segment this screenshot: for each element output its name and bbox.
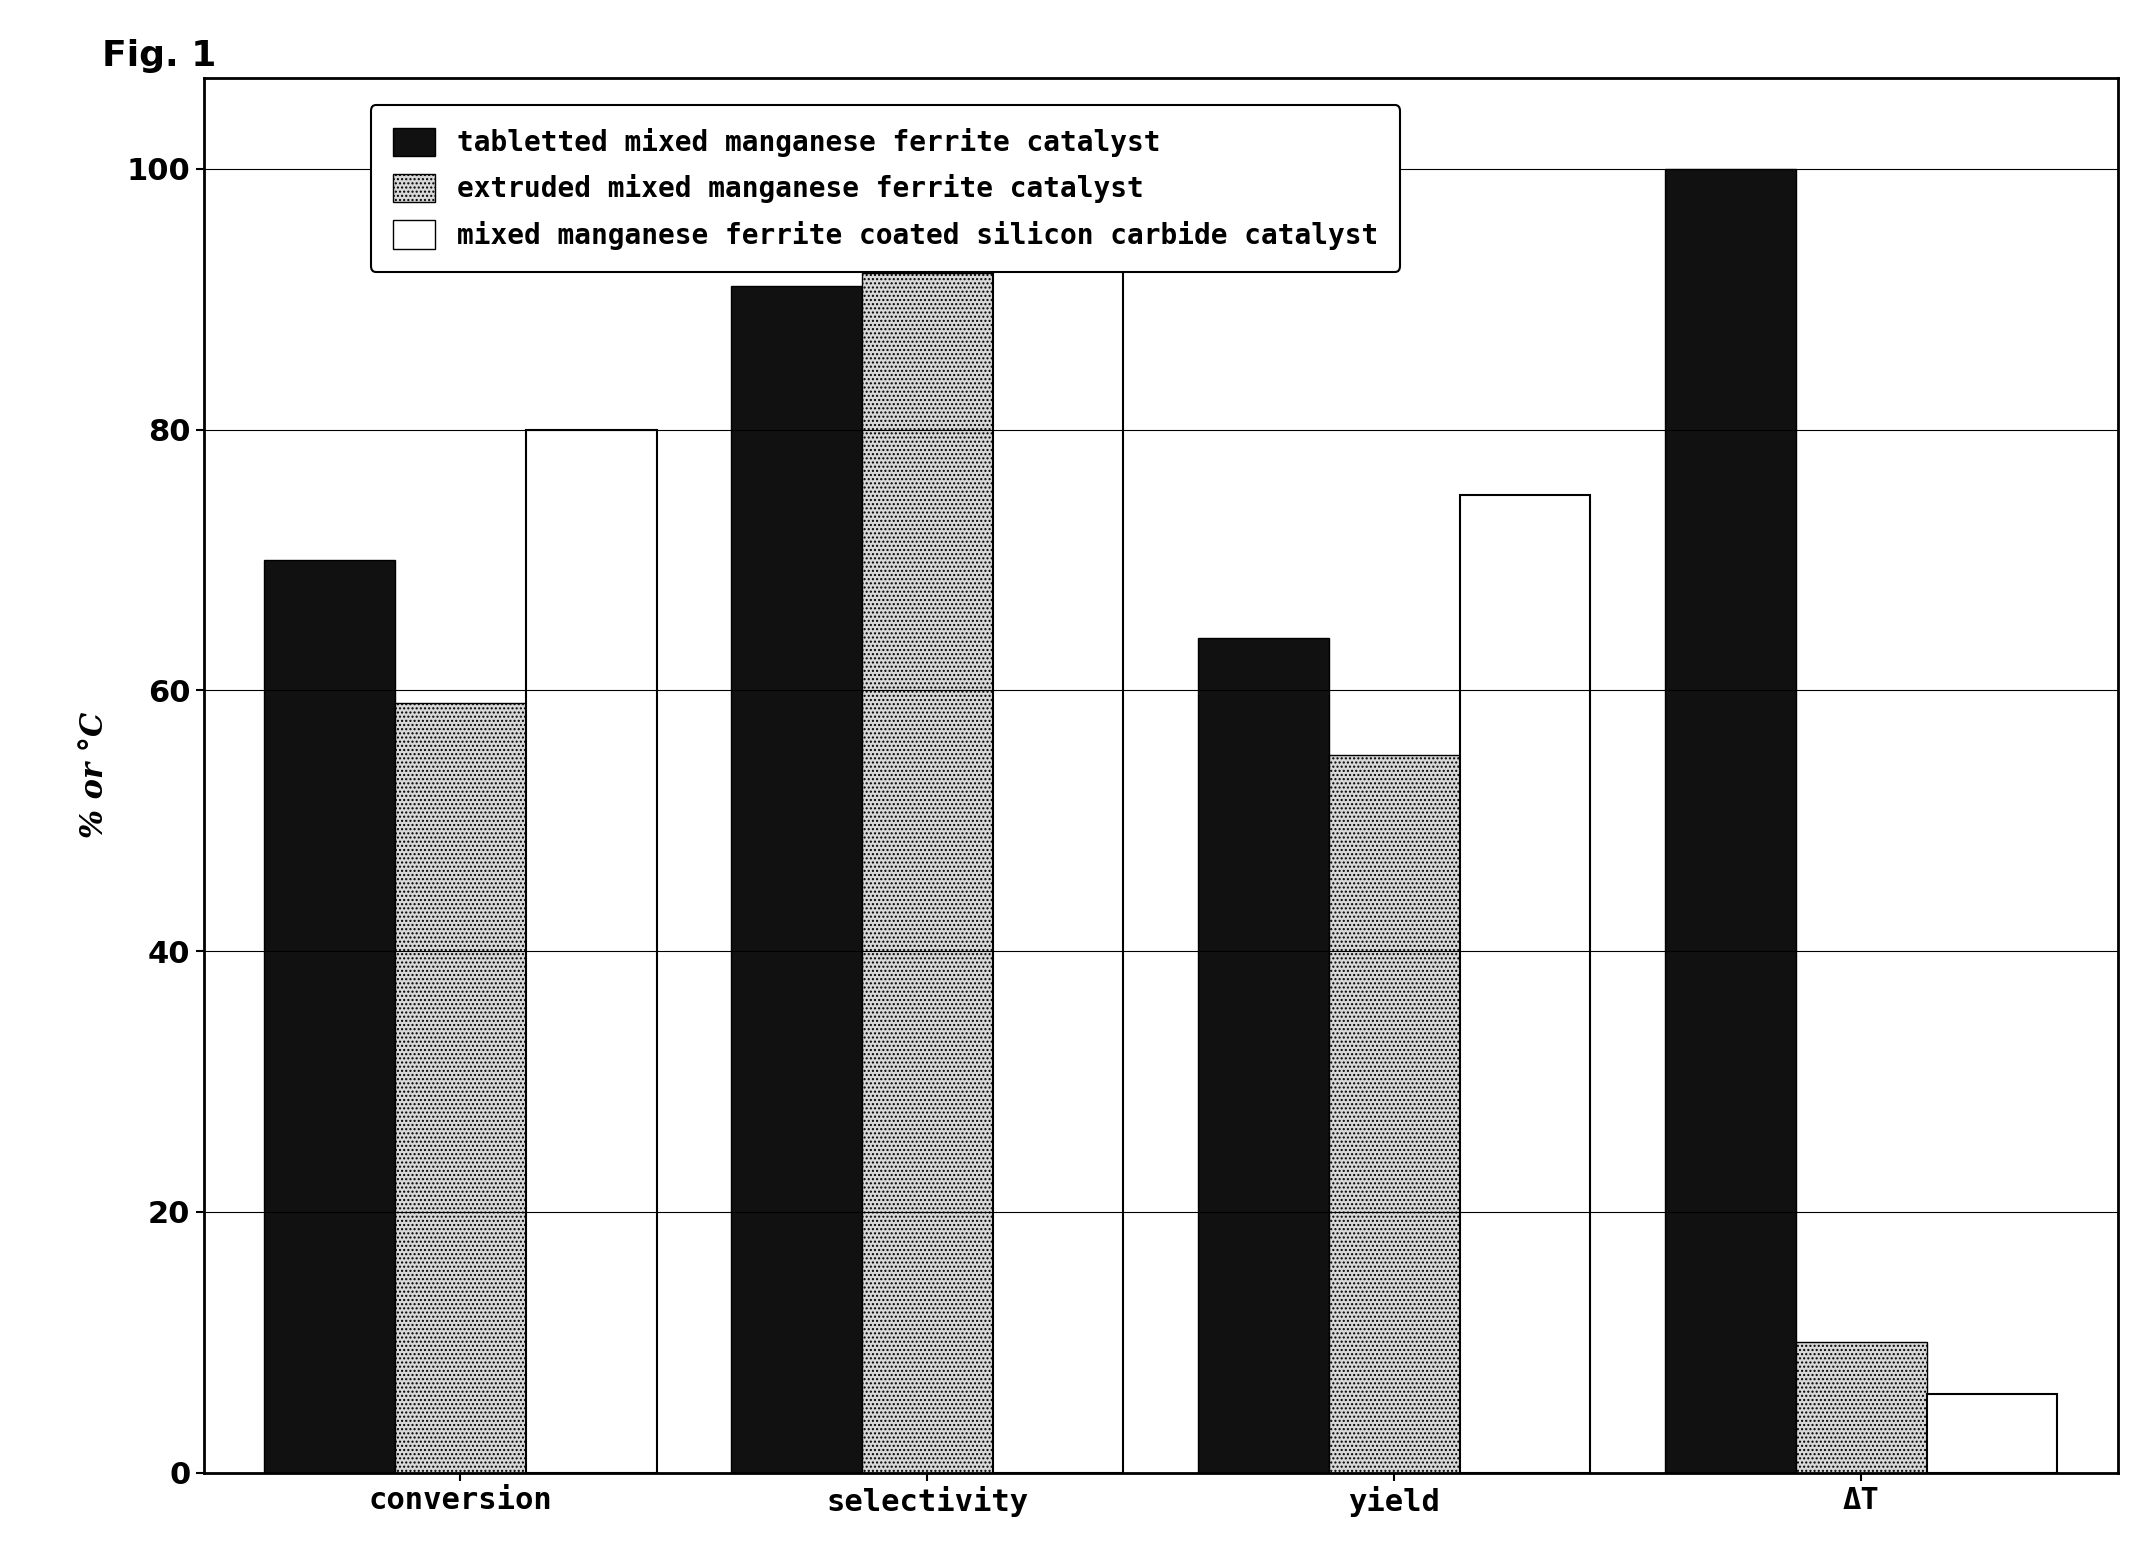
Bar [732,286,862,1472]
Legend: tabletted mixed manganese ferrite catalyst, extruded mixed manganese ferrite cat: tabletted mixed manganese ferrite cataly… [371,105,1399,272]
Bar [1796,1343,1926,1472]
Bar [1459,495,1591,1472]
Text: Fig. 1: Fig. 1 [102,39,218,73]
Bar [264,560,395,1472]
Bar [862,274,992,1472]
Bar [1329,755,1459,1472]
Y-axis label: % or °C: % or °C [79,711,111,838]
Bar [395,703,525,1472]
Bar [1666,169,1796,1472]
Bar [992,234,1124,1472]
Bar [1926,1394,2058,1472]
Bar [1199,638,1329,1472]
Bar [525,430,657,1472]
